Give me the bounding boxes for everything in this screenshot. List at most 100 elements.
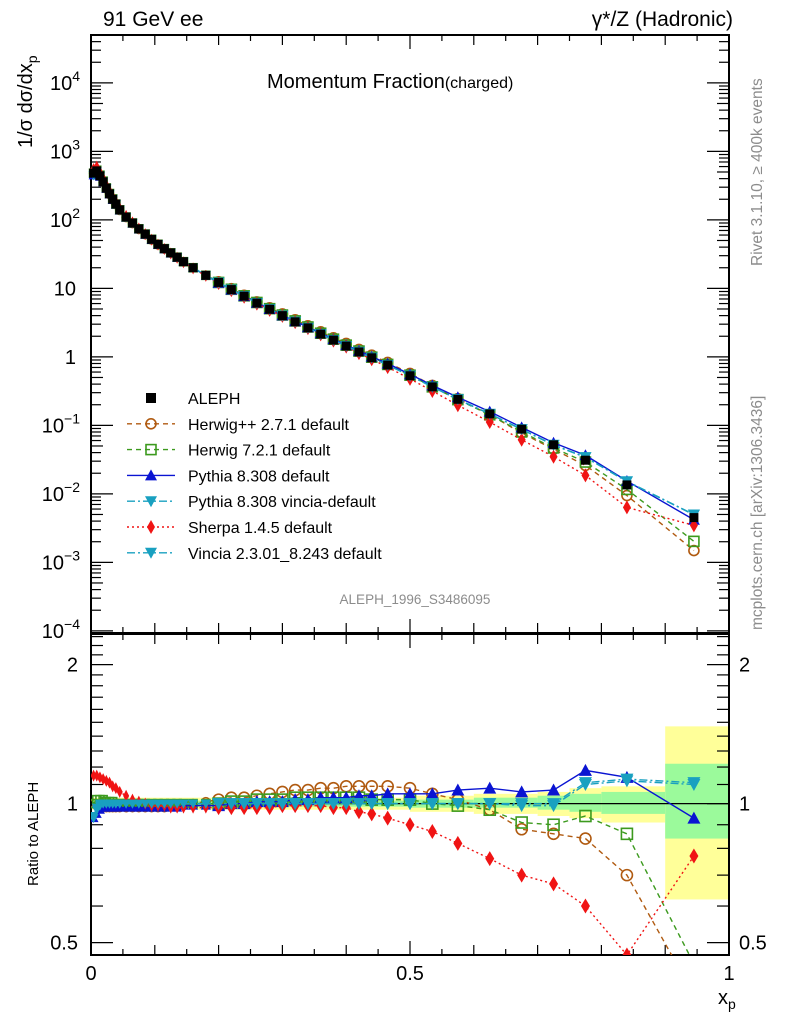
series-1-ratio-point (515, 822, 528, 836)
aleph-data-point (108, 194, 118, 204)
series-6-ratio-point (687, 777, 701, 790)
series-6-ratio-point (91, 812, 99, 822)
rivet-version-label: Rivet 3.1.10, ≥ 400k events (749, 78, 766, 266)
series-2-ratio-line (93, 796, 691, 955)
header-left: 91 GeV ee (103, 8, 203, 31)
ratio-y-tick-label-right: 1 (739, 794, 750, 816)
series-6-ratio-point (250, 798, 264, 811)
series-6-ratio-point (212, 798, 226, 811)
series-3-ratio-point (381, 787, 395, 800)
main-series (88, 160, 700, 557)
legend-label: Pythia 8.308 default (188, 468, 330, 485)
aleph-data-point (101, 183, 111, 193)
series-6-ratio-point (224, 798, 238, 811)
series-6-ratio-point (451, 798, 465, 811)
series-1-ratio-point (620, 868, 634, 882)
aleph-data-point (140, 229, 150, 239)
legend-entry: ALEPH (146, 391, 240, 408)
legend-entry: Pythia 8.308 vincia-default (127, 494, 376, 511)
series-6-ratio-point (133, 799, 144, 809)
series-3-ratio-point (425, 787, 439, 800)
aleph-data-point (166, 248, 176, 258)
aleph-data-point (226, 285, 236, 295)
series-5-ratio-point (517, 867, 527, 883)
mcplots-label: mcplots.cern.ch [arXiv:1306.3436] (749, 396, 766, 630)
series-5-main-point (549, 449, 558, 464)
series-2-ratio-point (579, 809, 592, 823)
series-5-ratio-point (116, 785, 123, 798)
band-inner (665, 763, 729, 839)
main-title-suffix: (charged) (445, 75, 513, 92)
series-3-ratio-point (687, 811, 701, 824)
aleph-data-point (134, 224, 144, 234)
aleph-data-point (111, 199, 121, 209)
series-5-ratio-point (622, 947, 632, 955)
series-6-ratio-point (620, 773, 634, 786)
aleph-data-point (549, 440, 559, 450)
series-6-main-line (93, 170, 695, 516)
series-3-ratio-point (515, 785, 529, 798)
legend-label: Herwig++ 2.7.1 default (188, 417, 350, 434)
x-tick-label: 0.5 (396, 963, 424, 985)
y-tick-label: 10 (54, 278, 76, 300)
aleph-data-point (265, 304, 275, 314)
y-tick-label: 10−1 (42, 410, 80, 437)
legend: ALEPH Herwig++ 2.7.1 default Herwig 7.2.1 … (127, 391, 382, 563)
x-tick-label: 1 (723, 963, 734, 985)
legend-entry: Pythia 8.308 default (127, 468, 330, 485)
aleph-data-point (383, 360, 393, 370)
series-2-main-point (688, 535, 700, 548)
aleph-data-point (303, 323, 313, 333)
series-5-ratio-point (354, 804, 364, 820)
ratio-y-tick-label-left: 1 (67, 794, 78, 816)
series-6-ratio-point (178, 799, 189, 809)
series-5-ratio-point (549, 876, 559, 892)
series-6-ratio-point (326, 798, 340, 811)
series-6-ratio-point (515, 798, 529, 811)
aleph-data-point (341, 341, 351, 351)
aleph-data-point (92, 166, 102, 176)
ratio-y-tick-label-right: 0.5 (739, 933, 767, 955)
legend-entry: Herwig 7.2.1 default (127, 443, 331, 460)
band-inner (569, 793, 602, 812)
aleph-data-point (147, 234, 157, 244)
series-6-ratio-point (127, 799, 138, 809)
series-5-main-line (93, 165, 695, 527)
aleph-data-point (277, 311, 287, 321)
analysis-id-watermark: ALEPH_1996_S3486095 (340, 592, 491, 607)
series-6-ratio-point (188, 799, 199, 809)
aleph-data-point (354, 347, 364, 357)
legend-entry: Vincia 2.3.01_8.243 default (127, 546, 382, 563)
series-5-ratio-point (453, 835, 463, 851)
series-5-ratio-point (405, 817, 415, 833)
aleph-data-point (580, 455, 590, 465)
aleph-data-point (622, 480, 632, 490)
header-right: γ*/Z (Hadronic) (592, 8, 733, 31)
series-1-ratio-point (547, 827, 560, 841)
uncertainty-bands (91, 726, 729, 900)
series-5-main-point (485, 415, 494, 430)
aleph-data-point (98, 177, 108, 187)
legend-marker-icon (145, 469, 157, 481)
main-title-text: Momentum Fraction (267, 71, 445, 93)
series-6-ratio-point (146, 799, 157, 809)
series-6-ratio-point (352, 798, 366, 811)
legend-label: ALEPH (188, 391, 240, 408)
series-2-ratio-point (547, 818, 560, 832)
series-4-main-line (93, 170, 695, 516)
aleph-data-point (405, 371, 415, 381)
series-6-ratio-point (425, 798, 439, 811)
series-1-main-line (93, 170, 695, 552)
series-3-ratio-point (451, 783, 465, 796)
aleph-data-point (689, 513, 699, 523)
series-1-ratio-point (579, 832, 592, 845)
y-tick-label: 102 (50, 205, 80, 232)
y-tick-label: 103 (50, 136, 80, 163)
series-6-ratio-point (159, 799, 170, 809)
series-6-ratio-point (403, 798, 417, 811)
ratio-y-tick-label-left: 0.5 (50, 933, 78, 955)
y-tick-label: 104 (50, 68, 80, 95)
series-5-ratio-point (580, 898, 590, 914)
aleph-data-point (290, 317, 300, 327)
